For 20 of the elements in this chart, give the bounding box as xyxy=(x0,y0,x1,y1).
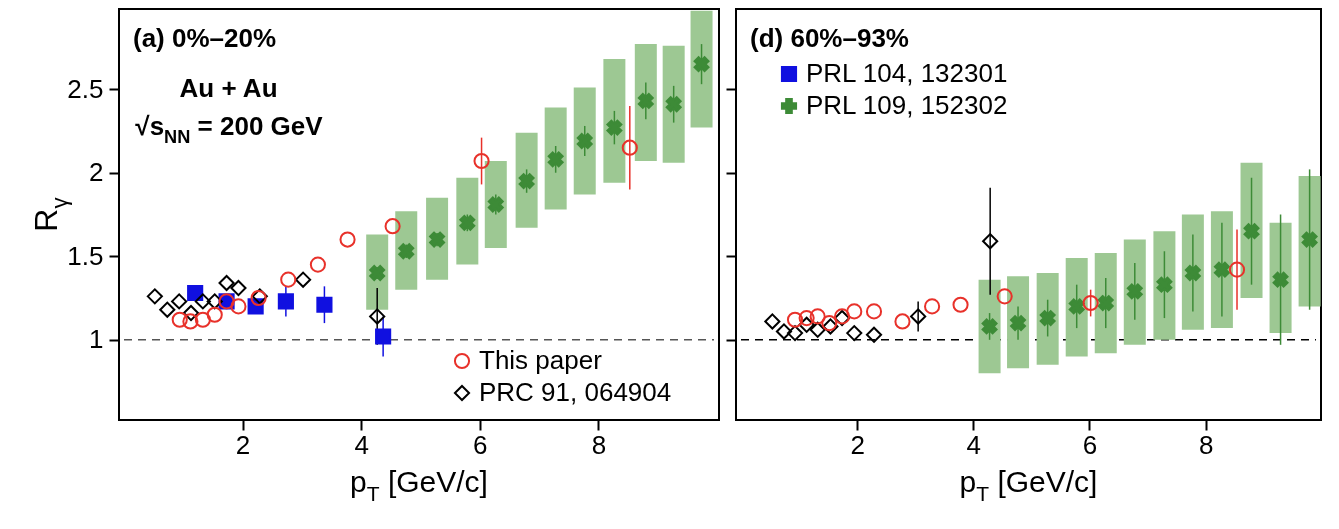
annotation: (a) 0%–20% xyxy=(133,23,277,53)
x-tick-label: 8 xyxy=(1198,429,1214,460)
x-tick-label: 2 xyxy=(235,429,251,460)
y-tick-label: 1 xyxy=(89,324,104,355)
annotation: Au + Au xyxy=(179,73,278,103)
legend-label: PRL 104, 132301 xyxy=(806,58,1008,88)
y-tick-label: 2.5 xyxy=(67,73,104,104)
legend-label: This paper xyxy=(479,345,603,375)
y-axis-title: Rγ xyxy=(28,196,72,232)
annotation: (d) 60%–93% xyxy=(750,23,909,53)
x-tick-label: 8 xyxy=(591,429,607,460)
legend-label: PRL 109, 152302 xyxy=(806,90,1008,120)
x-tick-label: 6 xyxy=(1082,429,1098,460)
x-tick-label: 4 xyxy=(354,429,369,460)
x-tick-label: 4 xyxy=(966,429,982,460)
x-tick-label: 2 xyxy=(850,429,865,460)
x-tick-label: 6 xyxy=(473,429,488,460)
y-tick-label: 2 xyxy=(89,157,104,188)
y-tick-label: 1.5 xyxy=(67,240,104,271)
legend-label: PRC 91, 064904 xyxy=(479,377,672,407)
